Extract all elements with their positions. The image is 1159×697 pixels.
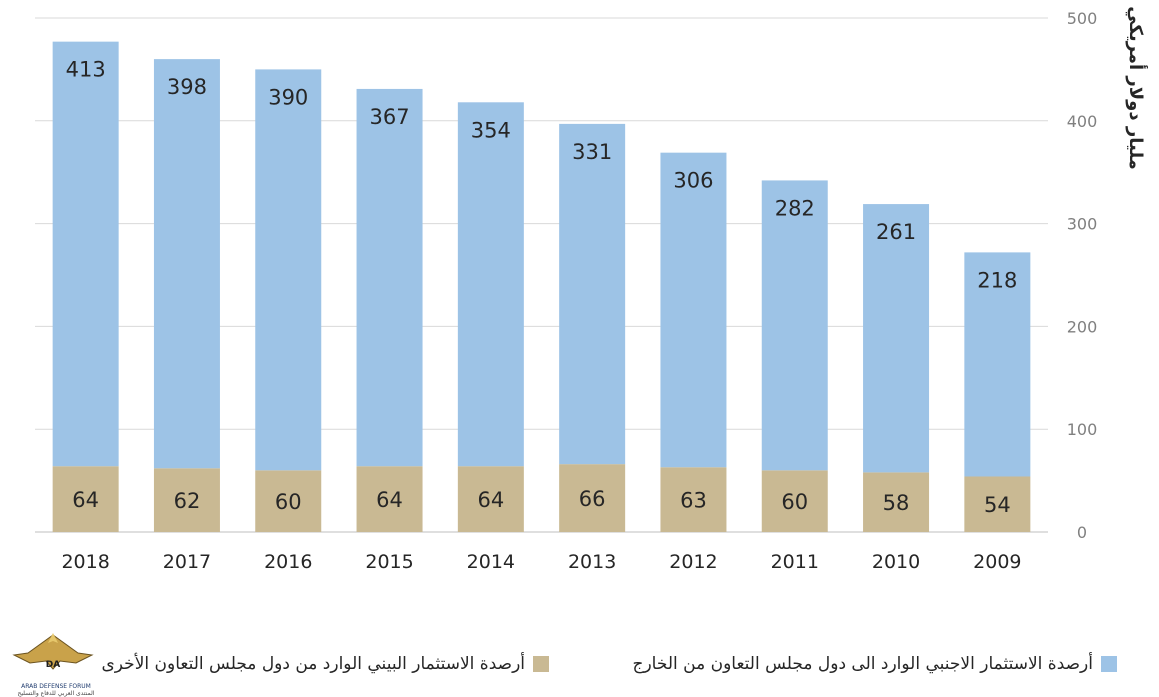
y-tick-label: 200	[1067, 317, 1098, 336]
y-tick-label: 0	[1077, 523, 1087, 542]
bar-segment-external-fdi	[863, 204, 930, 473]
data-label: 282	[775, 196, 815, 220]
legend-item-external-fdi: أرصدة الاستثمار الاجنبي الوارد الى دول م…	[632, 649, 1117, 679]
bar-segment-external-fdi	[559, 123, 626, 465]
bar-segment-intra-gcc	[964, 476, 1031, 532]
data-label: 58	[883, 491, 910, 515]
y-tick-label: 100	[1067, 420, 1098, 439]
bars	[52, 41, 1031, 532]
x-tick-label: 2015	[365, 551, 413, 573]
data-label: 398	[167, 75, 207, 99]
data-label: 54	[984, 493, 1011, 517]
bar-segment-external-fdi	[255, 69, 322, 471]
bar-segment-intra-gcc	[356, 466, 423, 532]
bar-segment-intra-gcc	[863, 472, 930, 532]
legend-swatch-intra-gcc	[533, 656, 549, 672]
data-label: 63	[680, 489, 707, 513]
x-tick-label: 2017	[163, 551, 211, 573]
bar-segment-external-fdi	[964, 252, 1031, 477]
x-tick-label: 2011	[771, 551, 819, 573]
legend-swatch-external-fdi	[1101, 656, 1117, 672]
x-tick-label: 2018	[61, 551, 109, 573]
x-tick-label: 2014	[467, 551, 515, 573]
legend-label-intra-gcc: أرصدة الاستثمار البيني الوارد من دول مجل…	[101, 654, 526, 674]
data-label: 390	[268, 85, 308, 109]
data-label: 64	[477, 488, 504, 512]
y-tick-label: 400	[1067, 112, 1098, 131]
data-label: 64	[376, 488, 403, 512]
data-label: 60	[781, 490, 808, 514]
x-tick-label: 2016	[264, 551, 312, 573]
bar-segment-external-fdi	[457, 102, 524, 467]
data-label: 218	[977, 268, 1017, 292]
data-label: 62	[174, 489, 201, 513]
data-label: 331	[572, 140, 612, 164]
data-label: 354	[471, 118, 511, 142]
data-label: 64	[72, 488, 99, 512]
bar-segment-intra-gcc	[559, 464, 626, 532]
bar-segment-external-fdi	[660, 152, 727, 468]
data-label: 367	[370, 105, 410, 129]
bar-segment-intra-gcc	[255, 470, 322, 532]
logo-text-ar: المنتدى العربي للدفاع والتسليح	[17, 690, 95, 697]
bar-segment-external-fdi	[761, 180, 828, 471]
bar-chart: 64 413 62 398 60 390 64 367 64 354 66 331 63 306 60 282…	[35, 6, 1148, 573]
bar-segment-intra-gcc	[761, 470, 828, 532]
x-tick-label: 2010	[872, 551, 920, 573]
y-axis-ticks: 0 100 200 300 400 500	[1067, 9, 1098, 542]
bar-segment-intra-gcc	[52, 466, 119, 532]
bar-segment-intra-gcc	[153, 468, 220, 532]
bar-segment-intra-gcc	[457, 466, 524, 532]
data-label: 60	[275, 490, 302, 514]
svg-text:DA: DA	[46, 660, 60, 670]
data-label: 413	[66, 58, 106, 82]
logo-text-en: ARAB DEFENSE FORUM	[21, 683, 91, 690]
bar-segment-external-fdi	[153, 59, 220, 469]
x-tick-label: 2012	[669, 551, 717, 573]
x-tick-label: 2013	[568, 551, 616, 573]
y-axis-label: مليار دولار أمريكي	[1125, 6, 1148, 170]
x-axis-ticks: 2018 2017 2016 2015 2014 2013 2012 2011 2010 2009	[61, 551, 1021, 573]
value-labels: 64 413 62 398 60 390 64 367 64 354 66 331 63 306 60 282…	[66, 58, 1018, 518]
legend-label-external-fdi: أرصدة الاستثمار الاجنبي الوارد الى دول م…	[632, 654, 1094, 674]
x-tick-label: 2009	[973, 551, 1021, 573]
data-label: 261	[876, 220, 916, 244]
y-tick-label: 500	[1067, 9, 1098, 28]
data-label: 306	[673, 169, 713, 193]
bar-segment-intra-gcc	[660, 467, 727, 532]
bar-segment-external-fdi	[52, 41, 119, 467]
legend-item-intra-gcc: أرصدة الاستثمار البيني الوارد من دول مجل…	[101, 649, 549, 679]
bar-segment-external-fdi	[356, 88, 423, 467]
data-label: 66	[579, 487, 606, 511]
y-tick-label: 300	[1067, 215, 1098, 234]
eagle-logo-icon: DA	[12, 633, 94, 670]
